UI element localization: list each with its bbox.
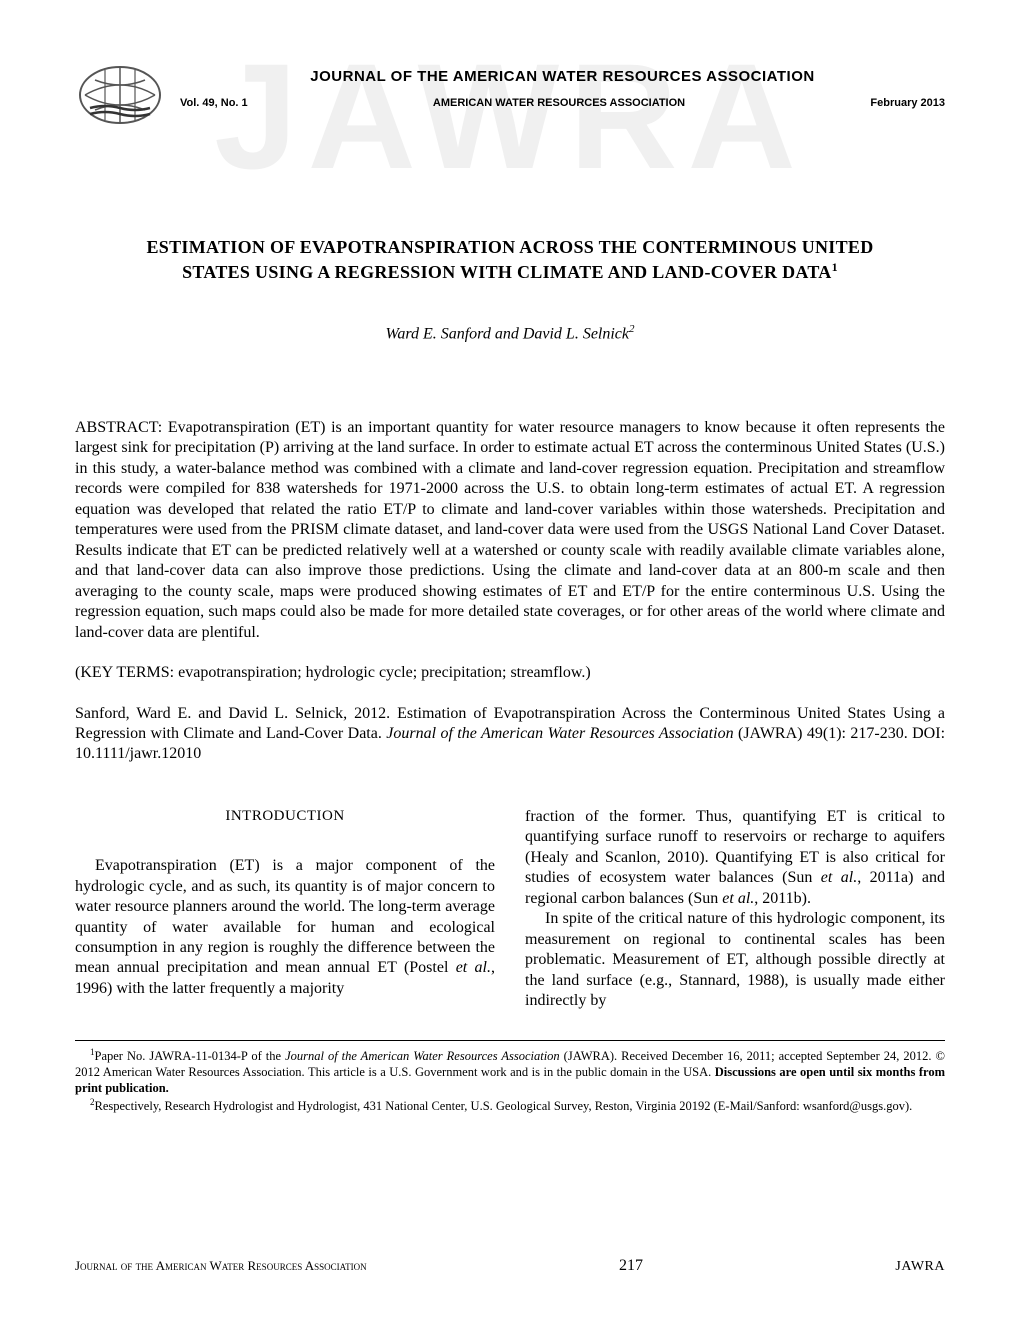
fn1-a: Paper No. JAWRA-11-0134-P of the — [95, 1049, 286, 1063]
column-left: INTRODUCTION Evapotranspiration (ET) is … — [75, 807, 495, 1012]
abstract-text: Evapotranspiration (ET) is an important … — [75, 419, 945, 641]
authors: Ward E. Sanford and David L. Selnick2 — [75, 323, 945, 343]
authors-names: Ward E. Sanford and David L. Selnick — [385, 325, 629, 342]
page-content: JOURNAL OF THE AMERICAN WATER RESOURCES … — [75, 60, 945, 1114]
intro-para-1: Evapotranspiration (ET) is a major compo… — [75, 856, 495, 999]
abstract-block: ABSTRACT: Evapotranspiration (ET) is an … — [75, 418, 945, 643]
intro-p1-a: Evapotranspiration (ET) is a major compo… — [75, 857, 495, 976]
article-title: ESTIMATION OF EVAPOTRANSPIRATION ACROSS … — [75, 235, 945, 285]
jawra-logo — [75, 60, 165, 130]
title-line-2: STATES USING A REGRESSION WITH CLIMATE A… — [182, 262, 832, 282]
subheader-row: Vol. 49, No. 1 AMERICAN WATER RESOURCES … — [180, 97, 945, 109]
footer-left: Journal of the American Water Resources … — [75, 1258, 367, 1274]
header-text-block: JOURNAL OF THE AMERICAN WATER RESOURCES … — [180, 60, 945, 109]
date-label: February 2013 — [870, 97, 945, 109]
footer-page-number: 217 — [619, 1257, 643, 1275]
etal-1: et al. — [456, 959, 491, 976]
fn1-journal: Journal of the American Water Resources … — [285, 1049, 560, 1063]
intro-p1c-c: , 2011b). — [754, 890, 811, 907]
authors-superscript: 2 — [629, 323, 635, 335]
body-section: INTRODUCTION Evapotranspiration (ET) is … — [75, 807, 945, 1012]
introduction-heading: INTRODUCTION — [75, 807, 495, 826]
journal-title: JOURNAL OF THE AMERICAN WATER RESOURCES … — [180, 68, 945, 85]
intro-para-2: In spite of the critical nature of this … — [525, 909, 945, 1011]
etal-2: et al. — [821, 869, 857, 886]
footnote-1: 1Paper No. JAWRA-11-0134-P of the Journa… — [75, 1047, 945, 1097]
title-line-1: ESTIMATION OF EVAPOTRANSPIRATION ACROSS … — [146, 237, 873, 257]
footnote-2: 2Respectively, Research Hydrologist and … — [75, 1097, 945, 1114]
abstract-label: ABSTRACT: — [75, 419, 168, 436]
fn2-text: Respectively, Research Hydrologist and H… — [95, 1099, 913, 1113]
header-row: JOURNAL OF THE AMERICAN WATER RESOURCES … — [75, 60, 945, 130]
footnotes-block: 1Paper No. JAWRA-11-0134-P of the Journa… — [75, 1040, 945, 1114]
intro-para-1-cont: fraction of the former. Thus, quantifyin… — [525, 807, 945, 909]
footer-right: JAWRA — [895, 1259, 945, 1275]
volume-label: Vol. 49, No. 1 — [180, 97, 248, 109]
page-footer: Journal of the American Water Resources … — [75, 1257, 945, 1275]
key-terms: (KEY TERMS: evapotranspiration; hydrolog… — [75, 663, 945, 683]
citation-block: Sanford, Ward E. and David L. Selnick, 2… — [75, 704, 945, 765]
citation-journal: Journal of the American Water Resources … — [386, 725, 733, 742]
column-right: fraction of the former. Thus, quantifyin… — [525, 807, 945, 1012]
title-superscript: 1 — [832, 260, 838, 274]
etal-3: et al. — [722, 890, 754, 907]
association-label: AMERICAN WATER RESOURCES ASSOCIATION — [433, 97, 685, 109]
